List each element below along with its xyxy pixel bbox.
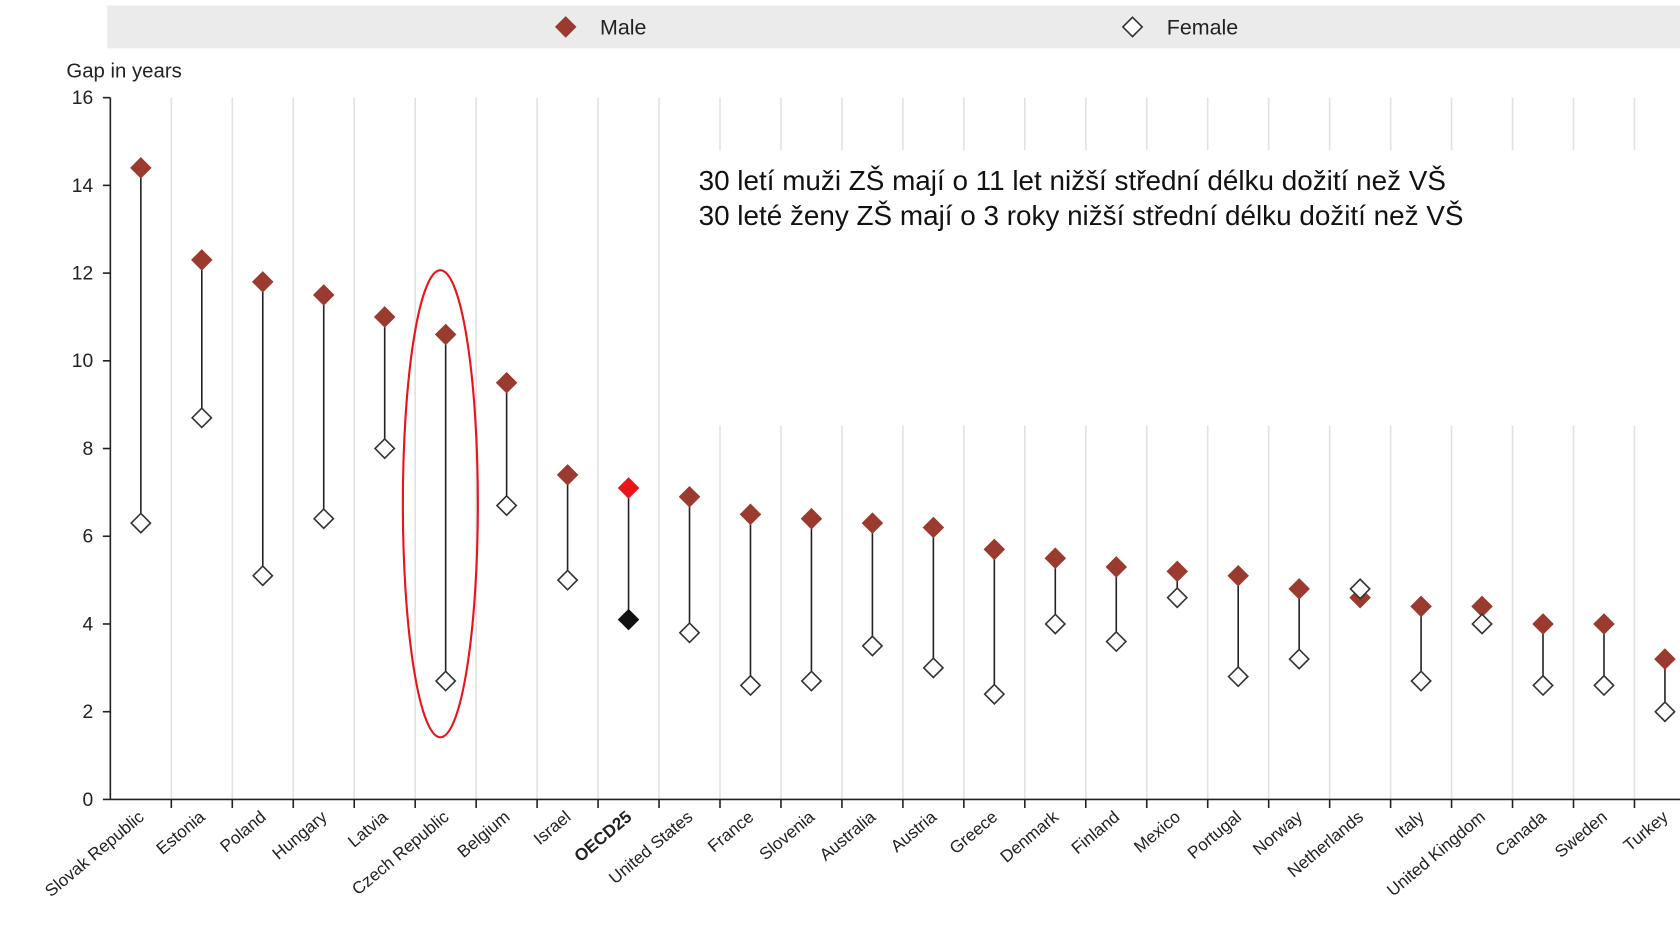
male-marker	[1166, 560, 1189, 583]
x-tick-label: Canada	[1491, 806, 1550, 860]
x-tick-label: Hungary	[268, 806, 331, 863]
x-tick-label: Sweden	[1551, 806, 1611, 861]
x-tick-label: Italy	[1391, 806, 1428, 842]
x-tick-label: Denmark	[996, 806, 1062, 866]
male-marker	[373, 306, 396, 328]
x-tick-label: Turkey	[1619, 806, 1672, 855]
legend-band	[107, 5, 1680, 49]
female-marker	[861, 635, 884, 657]
y-tick-label: 6	[82, 527, 93, 548]
y-tick-label: 14	[72, 176, 94, 197]
annotation-box: 30 letí muži ZŠ mají o 11 let nižší stře…	[681, 150, 1680, 426]
x-tick-label: Estonia	[152, 806, 209, 858]
male-marker	[617, 477, 640, 499]
female-marker	[1227, 665, 1249, 688]
female-marker	[678, 621, 701, 644]
male-marker	[1654, 648, 1676, 670]
male-marker	[1105, 556, 1128, 578]
male-marker	[434, 323, 457, 346]
y-tick-label: 2	[82, 702, 93, 723]
x-tick-label: Australia	[815, 806, 879, 864]
female-marker	[739, 674, 762, 697]
male-marker	[130, 157, 152, 179]
male-marker	[1410, 595, 1432, 618]
male-marker	[800, 507, 823, 530]
female-marker	[495, 494, 518, 517]
x-tick-label: Israel	[530, 806, 575, 848]
female-marker	[312, 507, 335, 530]
male-marker	[191, 249, 213, 271]
female-marker	[922, 657, 945, 679]
male-marker	[495, 371, 518, 394]
x-tick-label: Poland	[216, 806, 270, 856]
x-tick-label: Finland	[1067, 806, 1123, 857]
female-marker	[617, 608, 640, 631]
female-marker	[251, 564, 274, 587]
y-tick-label: 10	[72, 351, 93, 372]
male-marker	[1532, 613, 1554, 635]
y-tick-label: 8	[82, 439, 93, 460]
female-marker	[1105, 630, 1128, 653]
x-tick-label: Belgium	[453, 806, 513, 861]
annotation-text: 30 letí muži ZŠ mají o 11 let nižší stře…	[698, 164, 1446, 197]
y-tick-label: 16	[72, 88, 93, 109]
x-tick-label: Portugal	[1183, 806, 1245, 862]
male-marker	[1471, 595, 1493, 618]
legend-label: Male	[600, 15, 646, 39]
male-marker	[922, 516, 945, 539]
female-marker	[1288, 648, 1310, 670]
legend-label: Female	[1167, 15, 1238, 39]
legend-marker	[554, 16, 577, 38]
female-marker	[983, 683, 1006, 705]
x-tick-label: Austria	[887, 806, 941, 856]
male-marker	[1227, 564, 1249, 587]
female-marker	[1471, 613, 1493, 635]
female-marker	[1044, 613, 1067, 635]
female-marker	[373, 437, 396, 460]
female-marker	[1349, 578, 1371, 600]
male-marker	[861, 512, 884, 534]
x-tick-label: Mexico	[1130, 806, 1184, 856]
x-tick-label: Latvia	[344, 806, 392, 851]
y-tick-label: 0	[82, 790, 93, 811]
male-marker	[678, 486, 701, 508]
y-tick-label: 12	[72, 264, 93, 285]
x-tick-label: Greece	[945, 806, 1001, 857]
x-tick-label: Slovak Republic	[41, 806, 148, 901]
male-marker	[312, 284, 335, 306]
female-marker	[1593, 674, 1615, 697]
female-marker	[1532, 674, 1554, 697]
female-marker	[434, 670, 457, 692]
female-marker	[130, 512, 152, 534]
female-marker	[191, 407, 213, 429]
x-tick-label: Slovenia	[755, 806, 819, 864]
male-marker	[983, 538, 1006, 561]
y-tick-label: 4	[82, 614, 93, 635]
male-marker	[1288, 578, 1310, 600]
x-tick-label: France	[704, 806, 758, 856]
female-marker	[1410, 670, 1432, 692]
male-marker	[251, 271, 274, 293]
legend-marker	[1121, 16, 1144, 38]
female-marker	[1166, 586, 1189, 609]
annotation-text: 30 leté ženy ZŠ mají o 3 roky nižší stře…	[698, 199, 1464, 232]
male-marker	[739, 503, 762, 526]
male-marker	[1593, 613, 1615, 635]
female-marker	[1654, 700, 1676, 723]
annotation: 30 letí muži ZŠ mají o 11 let nižší stře…	[681, 150, 1680, 426]
grid: 0 2 4 6 8 10 12 14 16 Male Female	[72, 15, 1680, 811]
x-tick-label: Norway	[1249, 806, 1307, 859]
highlight-ellipse	[401, 269, 479, 739]
y-axis-label: Gap in years	[66, 60, 181, 82]
female-marker	[800, 670, 823, 692]
male-marker	[1044, 547, 1067, 569]
male-marker	[556, 464, 579, 486]
female-marker	[556, 569, 579, 591]
